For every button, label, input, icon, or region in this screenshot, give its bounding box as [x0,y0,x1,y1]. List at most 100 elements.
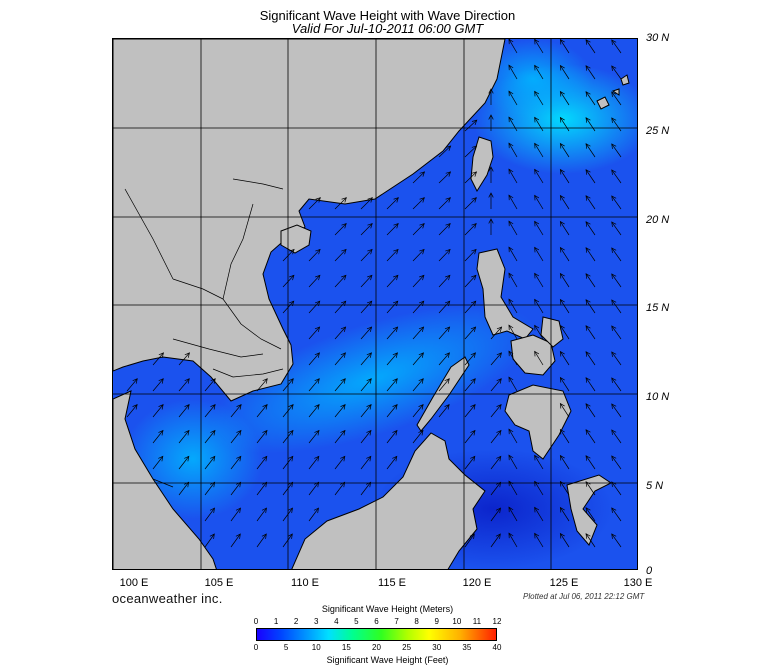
wave-direction-arrow [508,532,518,548]
colorbar-feet-tick: 25 [402,643,412,652]
wave-direction-arrow [534,117,544,132]
wave-direction-arrow [334,352,346,366]
wave-direction-arrowhead [419,223,425,229]
wave-direction-arrowhead [210,404,216,410]
colorbar-meter-tick: 6 [374,617,379,626]
wave-direction-arrow [412,223,425,236]
wave-direction-arrowhead [559,39,565,45]
wave-direction-arrow [585,91,596,106]
wave-direction-arrow [585,247,596,262]
wave-direction-arrow [230,533,241,548]
wave-direction-arrowhead [488,166,494,172]
wave-direction-arrow [412,430,424,444]
wave-direction-arrowhead [315,248,321,255]
wave-direction-arrow [178,482,189,496]
oceanweather-logo-text: oceanweather inc. [112,591,223,606]
wave-direction-arrowhead [534,142,540,149]
wave-direction-arrow [585,117,596,132]
wave-direction-arrow [560,39,570,54]
wave-direction-arrowhead [508,220,514,227]
wave-direction-arrow [560,351,570,366]
wave-direction-arrow [464,197,477,210]
wave-direction-arrow [386,223,399,236]
wave-direction-arrow [308,507,319,522]
wave-direction-arrow [611,247,622,262]
wave-direction-arrow [534,325,544,340]
colorbar-feet-tick: 10 [311,643,321,652]
wave-direction-arrowhead [559,428,565,435]
wave-direction-arrow [611,117,622,132]
wave-direction-arrowhead [261,507,267,514]
wave-direction-arrowhead [366,300,373,307]
wave-direction-arrow [508,168,518,184]
wave-direction-arrowhead [445,145,452,151]
wave-direction-arrowhead [158,404,164,410]
wave-direction-arrow [386,326,398,340]
wave-direction-arrowhead [367,197,373,203]
wave-direction-arrowhead [158,352,164,358]
wave-direction-arrow [611,325,622,340]
wave-direction-arrow [386,275,399,288]
wave-direction-arrowhead [287,533,293,539]
colorbar-meter-tick: 5 [354,617,359,626]
wave-direction-arrowhead [340,352,346,358]
wave-direction-arrow [464,326,476,340]
wave-direction-arrow [282,456,294,470]
wave-direction-arrowhead [488,114,494,120]
wave-direction-arrow [282,275,295,288]
wave-direction-arrow [256,378,268,392]
wave-direction-arrowhead [611,377,617,383]
wave-direction-arrowhead [585,351,591,357]
wave-direction-arrow [534,195,544,210]
map-subtitle: Valid For Jul-10-2011 06:00 GMT [291,21,484,36]
lat-label-30n: 30 N [646,32,670,44]
wave-direction-arrowhead [611,221,617,227]
wave-direction-arrow [508,64,518,80]
wave-direction-arrowhead [366,481,372,488]
lat-label-5n: 5 N [646,480,664,492]
landmass-asia [113,39,506,402]
wave-direction-arrowhead [393,223,399,229]
wave-direction-arrow [534,507,544,522]
wave-direction-arrowhead [611,533,617,539]
wave-direction-arrowhead [288,378,294,384]
land [113,39,630,569]
wave-direction-arrowhead [313,507,319,514]
wave-direction-arrowhead [288,481,294,488]
island-taiwan [470,136,494,193]
colorbar-meter-tick: 3 [314,617,319,626]
wave-direction-arrow [230,404,242,418]
wave-direction-arrow [585,429,596,444]
wave-direction-arrow [178,456,190,470]
wave-direction-arrow [334,430,346,444]
colorbar-feet-tick: 20 [372,643,381,652]
wave-height-map [112,38,638,570]
wave-direction-arrow [282,300,295,314]
wave-direction-arrowhead [585,247,591,253]
wave-direction-arrow [560,117,570,132]
wave-direction-arrowhead [508,116,514,123]
wave-direction-arrowhead [488,192,494,198]
wave-direction-arrowhead [508,64,514,71]
wave-direction-arrowhead [418,300,425,307]
wave-direction-arrow [534,143,544,158]
colorbar-meter-tick: 12 [492,617,502,626]
wave-direction-arrow [585,403,596,418]
wave-direction-arrowhead [508,480,514,487]
wave-direction-arrowhead [559,506,565,513]
wave-direction-arrowhead [184,429,190,436]
wave-direction-arrow [204,404,216,418]
map-title: Significant Wave Height with Wave Direct… [259,8,516,23]
wave-direction-arrowhead [508,142,514,149]
wave-direction-arrowhead [184,378,190,384]
wave-direction-arrow [412,352,424,366]
wave-direction-arrowhead [236,429,242,436]
wave-direction-arrow [230,456,242,470]
wave-direction-arrowhead [341,197,347,203]
wave-direction-arrowhead [470,300,477,307]
wave-direction-arrowhead [366,326,373,332]
wave-direction-arrowhead [611,195,617,201]
lat-label-0: 0 [646,565,653,577]
colorbar-meter-tick: 1 [273,617,279,626]
wave-direction-arrow [230,430,242,444]
